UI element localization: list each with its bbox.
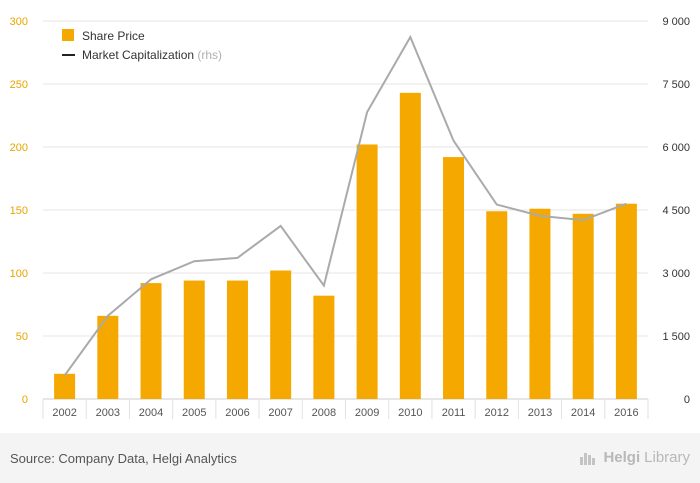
x-tick-label: 2007 (268, 407, 292, 419)
bar-share-price (97, 315, 119, 399)
logo-text-light: Library (644, 449, 690, 466)
y-right-tick-label: 6 000 (662, 142, 690, 154)
y-right-tick-label: 9 000 (662, 16, 690, 28)
x-tick-label: 2013 (528, 407, 552, 419)
bar-share-price (270, 270, 292, 399)
x-tick-label: 2010 (398, 407, 422, 419)
legend-label-suffix: (rhs) (197, 48, 222, 62)
y-left-tick-label: 50 (16, 331, 28, 343)
bar-share-price (486, 211, 508, 399)
logo-text-bold: Helgi (603, 449, 641, 466)
bar-share-price (356, 144, 378, 399)
source-note: Source: Company Data, Helgi Analytics (10, 451, 237, 466)
bar-share-price (615, 203, 637, 399)
x-tick-label: 2009 (355, 407, 379, 419)
x-tick-label: 2008 (312, 407, 336, 419)
bar-share-price (140, 283, 162, 399)
x-tick-label: 2016 (614, 407, 638, 419)
bar-share-price (313, 295, 335, 399)
bar-share-price (572, 213, 594, 399)
chart: 0 50 100 150 200 250 300 0 1 500 3 000 4 500 6 000 7… (10, 16, 690, 419)
y-right-tick-label: 3 000 (662, 268, 690, 280)
x-tick-label: 2012 (485, 407, 509, 419)
building-icon (580, 452, 596, 465)
y-left-tick-label: 0 (22, 394, 28, 406)
y-left-tick-label: 100 (10, 268, 28, 280)
bar-share-price (54, 373, 76, 399)
x-tick-label: 2014 (571, 407, 595, 419)
bar-share-price (399, 92, 421, 399)
x-tick-label: 2005 (182, 407, 206, 419)
y-right-tick-label: 7 500 (662, 79, 690, 91)
x-tick-label: 2011 (442, 407, 466, 419)
bar-share-price (226, 280, 248, 399)
x-tick-label: 2003 (96, 407, 120, 419)
x-tick-label: 2002 (52, 407, 76, 419)
bar-share-price (183, 280, 205, 399)
bar-share-price (443, 157, 465, 399)
footer: Source: Company Data, Helgi Analytics He… (0, 433, 700, 483)
legend-label-market-capitalization: Market Capitalization (rhs) (82, 48, 222, 62)
y-right-tick-label: 0 (684, 394, 690, 406)
y-left-tick-label: 200 (10, 142, 28, 154)
helgi-library-logo: Helgi Library (579, 449, 690, 466)
y-left-tick-label: 300 (10, 16, 28, 28)
y-left-tick-label: 150 (10, 205, 28, 217)
bar-share-price (529, 208, 551, 399)
y-right-tick-label: 1 500 (662, 331, 690, 343)
legend-swatch-share-price (62, 29, 74, 41)
y-left-tick-label: 250 (10, 79, 28, 91)
legend-label-share-price: Share Price (82, 29, 145, 43)
x-tick-label: 2006 (225, 407, 249, 419)
line-market-capitalization (63, 34, 627, 377)
y-right-tick-label: 4 500 (662, 205, 690, 217)
x-tick-label: 2004 (139, 407, 163, 419)
